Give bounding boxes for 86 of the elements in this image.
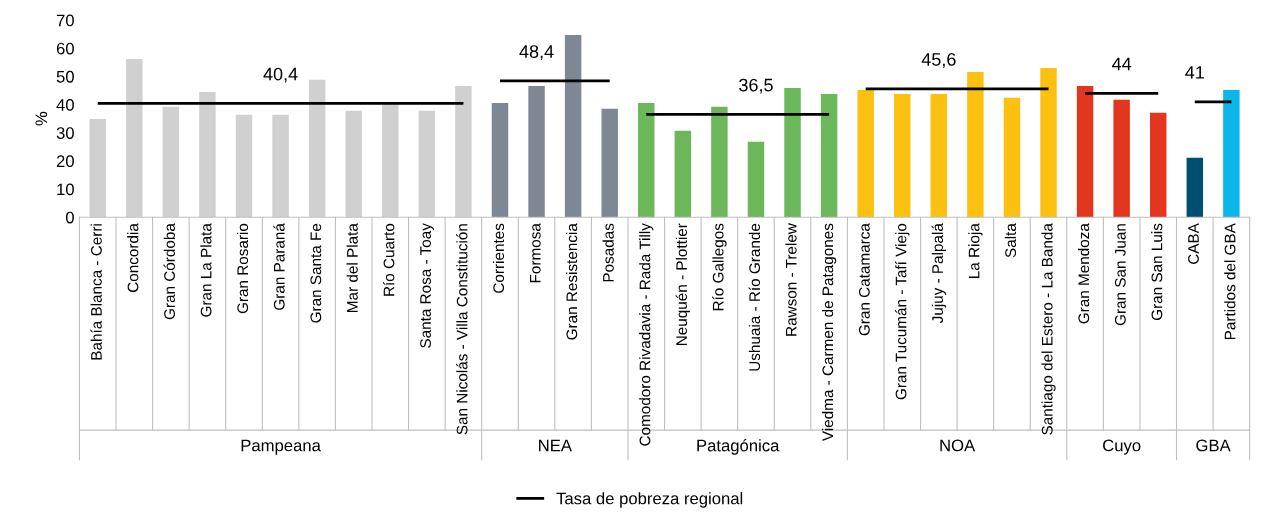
bar [308,79,326,218]
bar [418,110,436,218]
x-tick-label: Salta [1004,223,1017,258]
bar [711,106,728,218]
bar [564,35,582,218]
data-label: 45,6 [921,53,956,68]
bar [1003,97,1021,218]
x-tick-label: Jujuy - Palpalá [931,223,947,324]
bar [601,108,618,218]
x-tick-label: Ushuaia - Río Grande [748,223,761,371]
bar [1223,89,1240,218]
x-tick-label: Gran Mendoza [1077,223,1090,324]
text: Pampeana [241,439,321,455]
y-tick-label: 60 [56,42,74,55]
bar [638,102,655,218]
x-tick-label: Gran La Plata [200,223,212,317]
y-tick-label: 70 [56,14,74,27]
data-label: 41 [1185,66,1204,79]
y-axis-title: % [35,111,48,126]
data-label: 40,4 [263,67,298,83]
text: Patagónica [697,439,780,455]
bar [126,58,143,218]
x-tick-label: Formosa [530,223,541,283]
bar [491,102,509,218]
bar [455,86,472,218]
bar [747,141,765,218]
text: GBA [1196,439,1231,452]
data-label: 48,4 [519,45,554,61]
x-tick-label: Gran Paraná [273,223,285,310]
y-tick-label: 50 [56,70,74,83]
x-tick-label: Gran Córdoba [163,223,175,320]
x-tick-label: Neuquén - Plottier [675,223,691,346]
x-tick-label: Santa Rosa - Toay [420,223,434,348]
text: NEA [539,439,572,452]
x-tick-label: Río Cuarto [382,223,395,296]
y-tick-label: 10 [57,183,74,196]
x-tick-label: Río Gallegos [712,223,727,311]
x-tick-label: Gran San Juan [1114,224,1126,326]
x-tick-label: Gran Resistencia [566,223,578,340]
x-tick-label: Gran San Luis [1151,223,1163,321]
bar [528,86,545,218]
text: Cuyo [1103,439,1141,455]
data-label: 36,5 [739,78,773,94]
x-tick-label: Rawson - Trelew [785,223,797,336]
data-label: 44 [1112,57,1132,71]
x-tick-label: Mar del Plata [346,223,358,312]
x-tick-label: Posadas [602,223,614,282]
bar [345,110,362,218]
bar [272,114,289,218]
y-tick-label: 0 [65,211,74,224]
text: NOA [940,439,976,452]
bar [674,130,692,218]
x-tick-label: Concordia [127,223,139,293]
bar [1113,99,1130,218]
bar [784,87,801,218]
legend-label: Tasa de pobreza regional [556,492,743,508]
x-tick-label: La Rioja [968,223,983,278]
y-tick-label: 20 [56,155,74,168]
bar [820,93,838,218]
x-tick-label: Gran Tucumán - Tafí Viejo [895,223,910,400]
x-tick-label: Bahía Blanca - Cerri [90,224,102,360]
bar [382,102,399,218]
x-tick-label: CABA [1188,223,1199,264]
bar [857,89,874,218]
x-tick-label: Gran Santa Fe [310,223,322,323]
bar [162,106,180,218]
x-tick-label: Corrientes [492,223,505,293]
y-tick-label: 40 [56,99,74,111]
bar [1076,86,1094,218]
x-tick-label: Viedma - Carmen de Patagones [821,223,837,442]
x-tick-label: Santiago del Estero - La Banda [1041,223,1056,435]
bar [235,114,253,218]
bar [930,93,948,218]
bar [894,93,911,218]
x-tick-label: San Nicolás - Villa Constitución [456,224,468,435]
bar [89,118,106,218]
bar [1186,157,1204,218]
x-tick-label: Comodoro Rivadavia - Rada Tilly [639,223,654,446]
x-tick-label: Gran Catamarca [858,223,870,336]
y-tick-label: 30 [56,127,74,139]
bar [1150,112,1167,218]
x-tick-label: Gran Rosario [236,223,249,314]
bar [967,71,984,218]
bar [199,91,216,218]
bar [1040,67,1057,218]
x-tick-label: Partidos del GBA [1224,223,1236,340]
